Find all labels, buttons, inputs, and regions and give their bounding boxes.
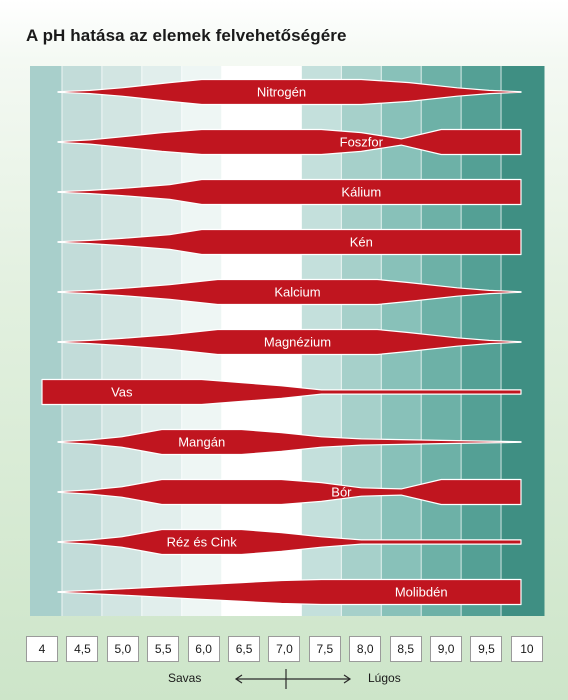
tick-label: 9,5 bbox=[470, 636, 503, 662]
element-band bbox=[57, 128, 522, 156]
ph-availability-chart: Nitrogén Foszfor Kálium Kén Kalcium Magnézium… bbox=[30, 66, 545, 616]
element-band bbox=[57, 528, 522, 556]
tick-label: 5,5 bbox=[147, 636, 180, 662]
tick-label: 5,0 bbox=[106, 636, 139, 662]
tick-label: 4 bbox=[26, 636, 58, 662]
base-label: Lúgos bbox=[368, 671, 401, 685]
element-band bbox=[41, 378, 522, 406]
tick-label: 8,5 bbox=[389, 636, 422, 662]
tick-label: 7,0 bbox=[268, 636, 301, 662]
band-label: Kálium bbox=[341, 185, 381, 200]
element-band bbox=[57, 428, 522, 456]
ph-tick-row: 4 4,5 5,0 5,5 6,0 6,5 7,0 7,5 8,0 8,5 9,0 9,5 10 bbox=[26, 636, 543, 664]
tick-label: 9,0 bbox=[430, 636, 463, 662]
band-label: Nitrogén bbox=[257, 85, 306, 100]
tick-label: 6,0 bbox=[187, 636, 220, 662]
ph-column bbox=[30, 66, 63, 616]
band-label: Kalcium bbox=[274, 285, 320, 300]
element-band bbox=[57, 578, 522, 606]
direction-arrow bbox=[234, 669, 352, 689]
chart-title: A pH hatása az elemek felvehetőségére bbox=[26, 26, 347, 45]
element-band bbox=[57, 328, 522, 356]
acid-label: Savas bbox=[168, 671, 202, 685]
direction-indicator: Savas Lúgos bbox=[0, 668, 568, 692]
band-label: Magnézium bbox=[264, 335, 331, 350]
element-bands bbox=[41, 78, 522, 606]
element-band bbox=[57, 228, 522, 256]
tick-label: 6,5 bbox=[228, 636, 261, 662]
band-labels: Nitrogén Foszfor Kálium Kén Kalcium Magnézium… bbox=[111, 85, 448, 600]
tick-label: 10 bbox=[510, 636, 543, 662]
tick-label: 4,5 bbox=[66, 636, 99, 662]
element-band bbox=[57, 478, 522, 506]
element-band bbox=[57, 178, 522, 206]
band-label: Bór bbox=[331, 485, 352, 500]
element-band bbox=[57, 78, 522, 106]
band-label: Kén bbox=[350, 235, 373, 250]
band-label: Réz és Cink bbox=[167, 535, 238, 550]
element-band bbox=[57, 278, 522, 306]
tick-label: 7,5 bbox=[308, 636, 341, 662]
band-label: Mangán bbox=[178, 435, 225, 450]
band-label: Foszfor bbox=[340, 135, 384, 150]
band-label: Vas bbox=[111, 385, 133, 400]
band-label: Molibdén bbox=[395, 585, 448, 600]
tick-label: 8,0 bbox=[349, 636, 382, 662]
